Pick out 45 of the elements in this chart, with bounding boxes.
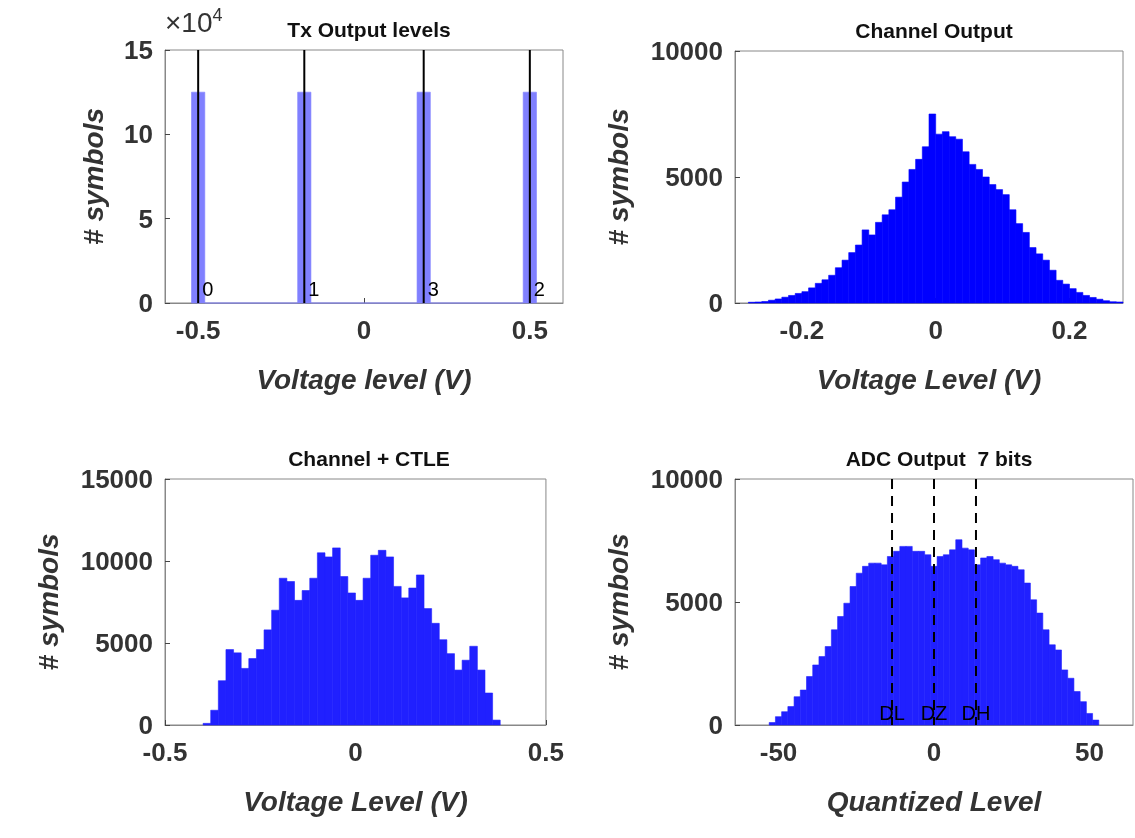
x-axis-title: Voltage Level (V) (243, 785, 468, 817)
y-tick-label: 10000 (650, 36, 723, 66)
x-tick-label: 0 (348, 737, 363, 767)
y-axis-title: # symbols (602, 533, 634, 671)
x-tick-label: -0.5 (175, 315, 221, 345)
x-tick-label: 0.5 (527, 737, 565, 767)
ref-line-label: DL (879, 702, 905, 724)
y-axis-title: # symbols (602, 108, 634, 246)
annotation: 2 (533, 278, 545, 300)
annotation: 3 (427, 278, 439, 300)
annotation: 0 (202, 278, 214, 300)
x-tick-label: 0 (928, 315, 943, 345)
chart-title: Tx Output levels (287, 18, 451, 41)
y-tick-label: 15 (124, 35, 153, 65)
y-axis-title: # symbols (77, 108, 109, 245)
x-tick-label: 0 (926, 737, 942, 767)
x-axis-title: Quantized Level (826, 785, 1043, 817)
y-tick-label: 10 (124, 119, 153, 150)
annotation: 1 (308, 278, 320, 300)
y-axis-title: # symbols (32, 533, 64, 671)
ref-line-label: DZ (920, 702, 948, 724)
y-tick-label: 0 (708, 710, 723, 740)
x-tick-label: 0 (356, 315, 372, 345)
x-axis-title: Voltage level (V) (256, 363, 472, 395)
x-tick-label: 50 (1075, 737, 1104, 767)
x-tick-label: -0.2 (779, 315, 825, 345)
ref-line-label: DH (961, 702, 991, 724)
x-tick-label: -0.5 (142, 737, 188, 767)
y-tick-label: 5000 (665, 587, 723, 617)
y-tick-label: 0 (708, 288, 723, 318)
y-tick-label: 0 (138, 710, 153, 740)
x-tick-label: 0.2 (1051, 315, 1088, 345)
y-tick-label: 5000 (95, 628, 153, 658)
chart-title: ADC Output 7 bits (845, 447, 1033, 470)
x-axis-title: Voltage Level (V) (816, 363, 1042, 395)
y-tick-label: 10000 (650, 464, 723, 494)
x-tick-label: -50 (759, 737, 798, 767)
y-tick-label: 10000 (80, 546, 153, 576)
y-tick-label: 15000 (80, 464, 153, 494)
x-tick-label: 0.5 (511, 315, 548, 345)
y-tick-label: 5000 (665, 162, 723, 192)
y-tick-label: 0 (138, 288, 153, 318)
chart-title: Channel + CTLE (288, 447, 450, 470)
y-tick-label: 5 (138, 203, 153, 234)
chart-title: Channel Output (855, 19, 1013, 42)
